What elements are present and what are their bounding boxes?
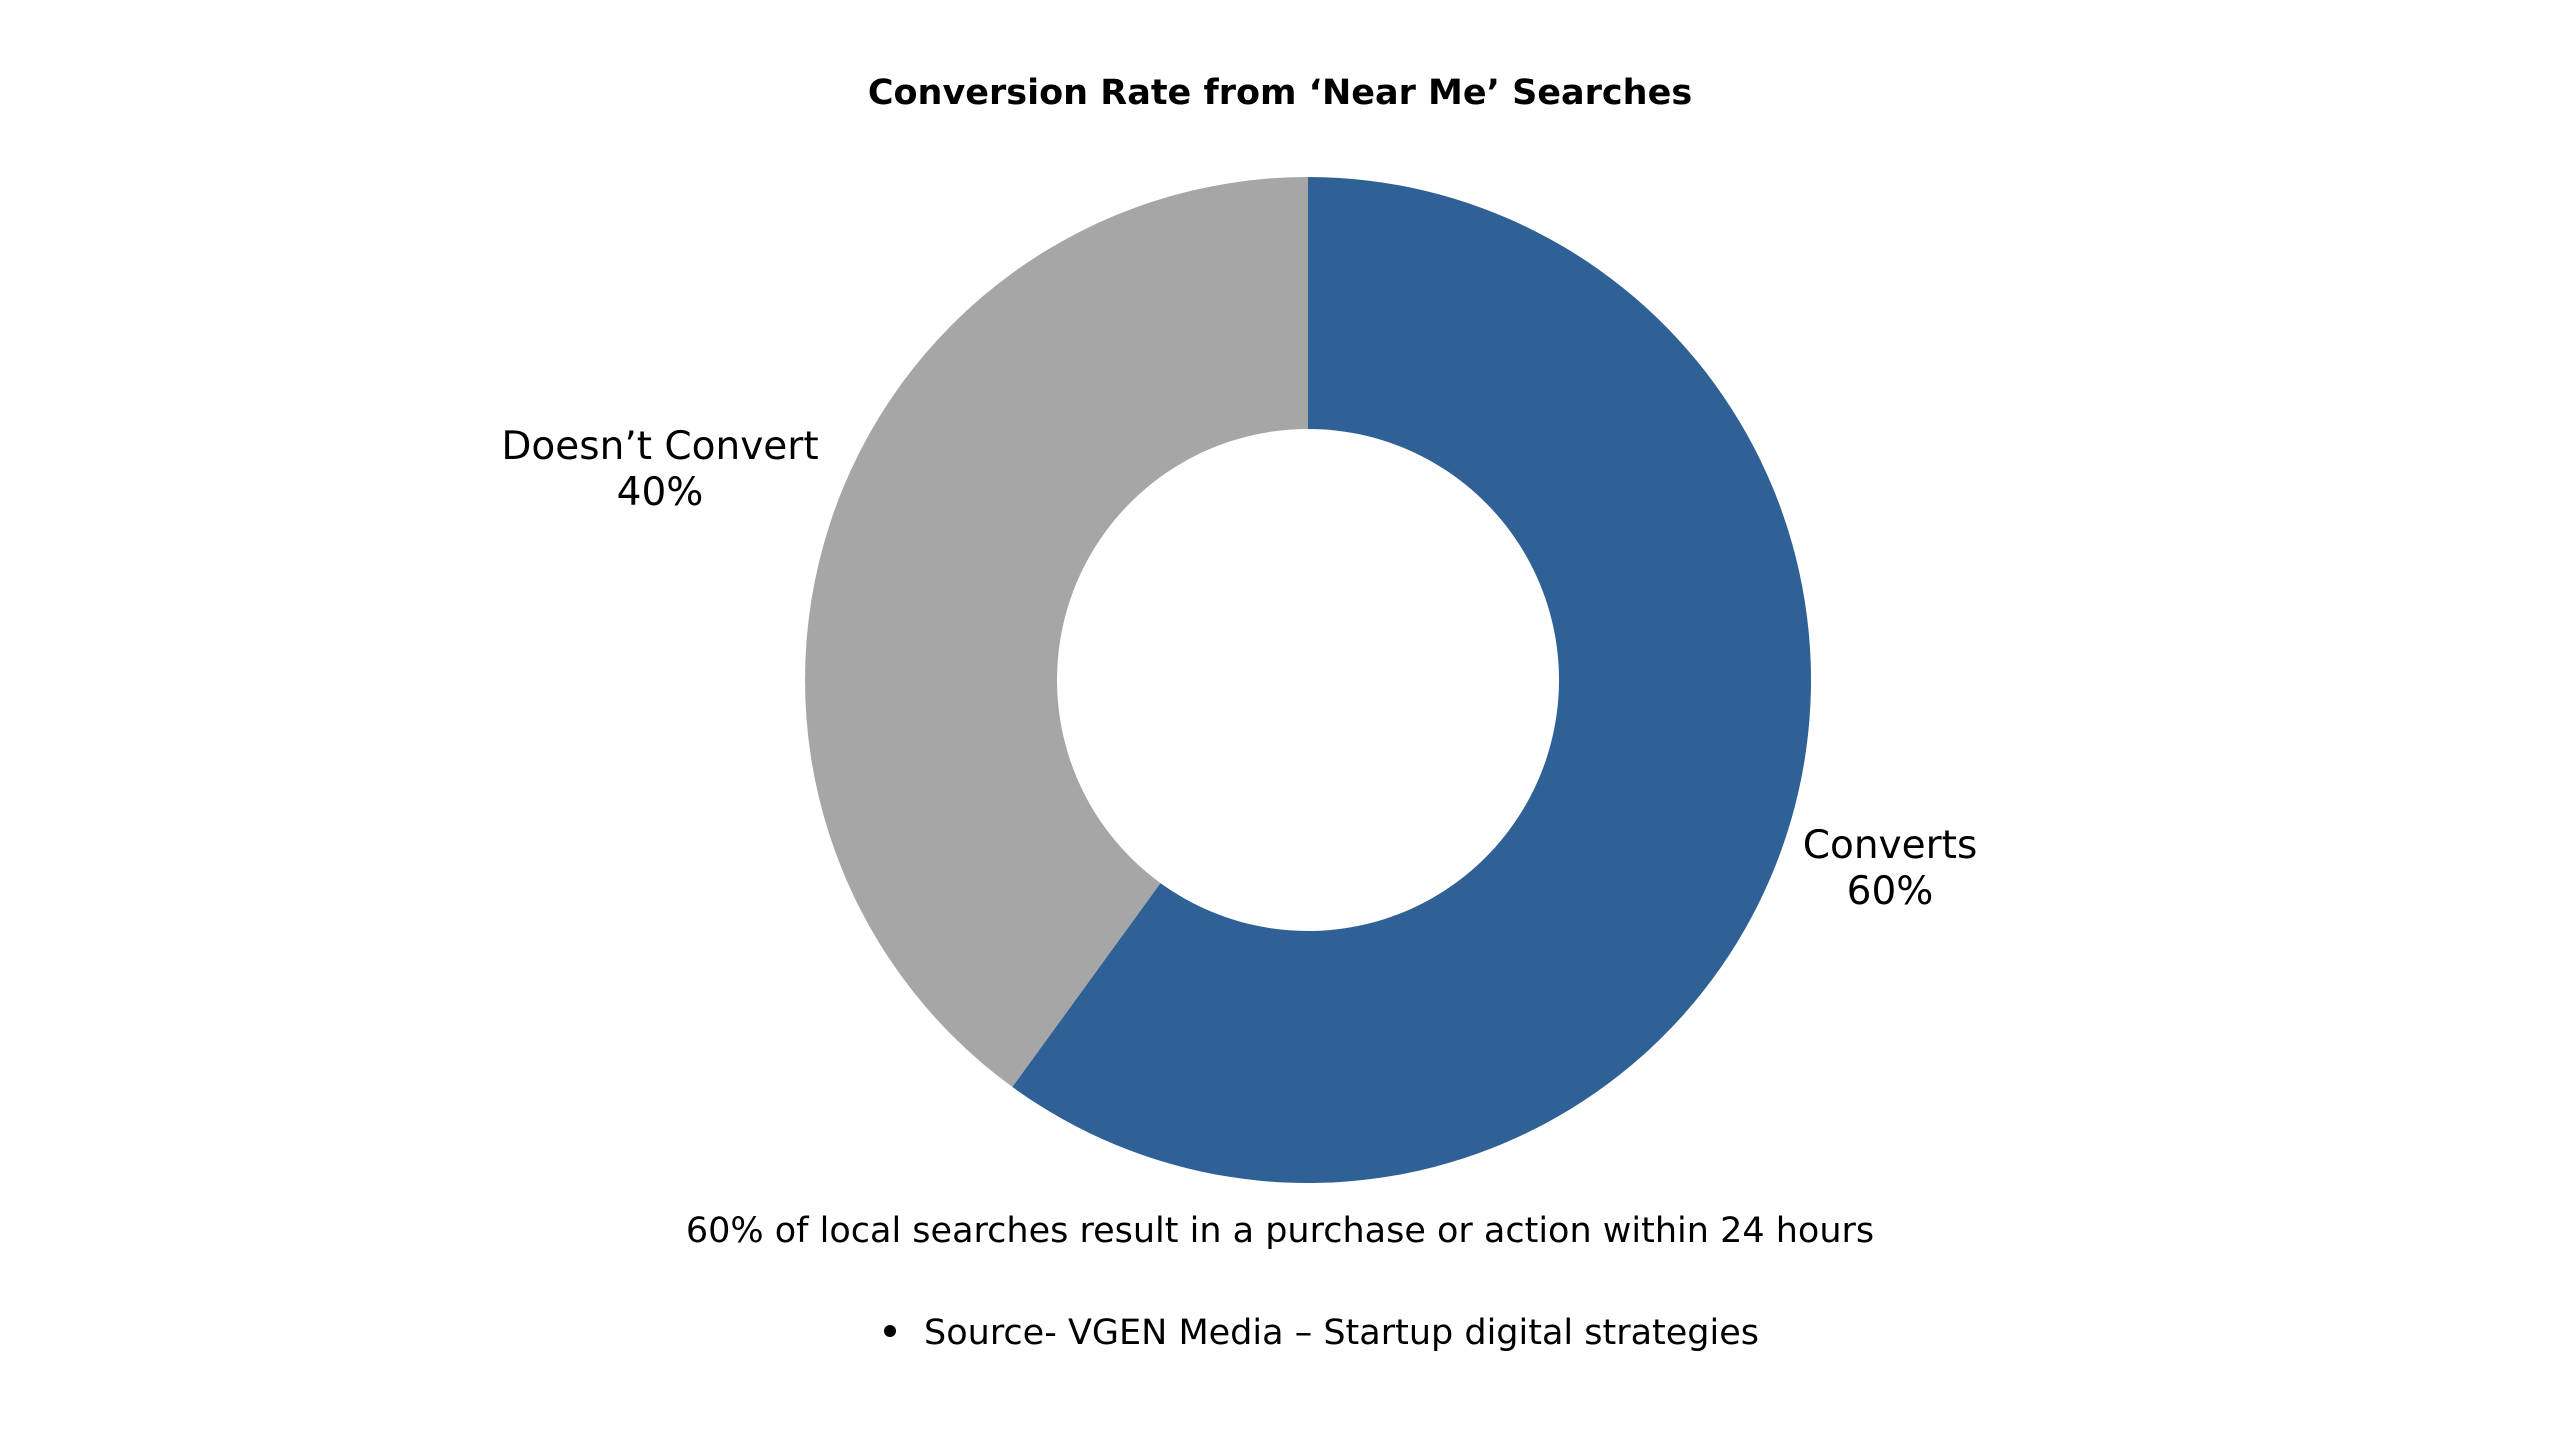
data-label-name: Converts	[1802, 823, 1978, 868]
data-label-value: 40%	[616, 470, 704, 515]
source-list-item: Source- VGEN Media – Startup digital str…	[884, 1310, 1759, 1356]
donut-slices	[805, 177, 1811, 1183]
chart-title: Conversion Rate from ‘Near Me’ Searches	[867, 73, 1693, 113]
data-label-converts: Converts 60%	[1690, 823, 2090, 915]
chart-caption: 60% of local searches result in a purcha…	[685, 1211, 1875, 1251]
source-text: Source- VGEN Media – Startup digital str…	[924, 1313, 1760, 1353]
data-label-name: Doesn’t Convert	[501, 424, 819, 469]
bullet-icon	[884, 1325, 896, 1337]
data-label-doesnt-convert: Doesn’t Convert 40%	[460, 424, 860, 516]
donut-slice-doesn-t-convert	[805, 177, 1308, 1087]
donut-slice-converts	[1012, 177, 1811, 1183]
data-label-value: 60%	[1846, 869, 1934, 914]
